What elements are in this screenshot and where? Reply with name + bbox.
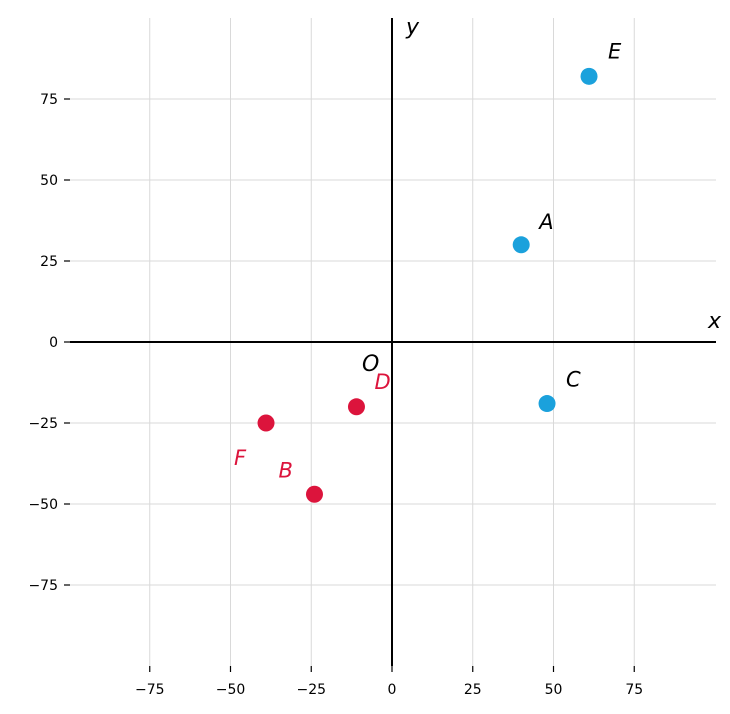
point-label-f: F — [234, 446, 247, 470]
point-label-d: D — [374, 370, 390, 394]
x-tick-label: 0 — [388, 682, 397, 698]
y-axis-name: y — [405, 15, 420, 40]
axes-layer — [70, 18, 716, 666]
y-tick-label: −25 — [28, 416, 58, 432]
point-label-c: C — [566, 368, 581, 392]
point-label-b: B — [278, 458, 292, 482]
y-tick-label: −75 — [28, 578, 58, 594]
point-d — [347, 398, 365, 416]
x-tick-label: −50 — [216, 682, 246, 698]
y-tick-label: 50 — [40, 173, 58, 189]
x-tick-label: 75 — [625, 682, 643, 698]
y-tick-label: 0 — [49, 335, 58, 351]
x-axis-name: x — [707, 309, 722, 334]
point-b — [305, 485, 323, 503]
x-tick-label: −25 — [296, 682, 326, 698]
point-e — [580, 67, 598, 85]
point-label-e: E — [608, 39, 622, 63]
point-a — [512, 236, 530, 254]
x-tick-label: −75 — [135, 682, 165, 698]
y-tick-label: 75 — [40, 92, 58, 108]
x-tick-label: 25 — [464, 682, 482, 698]
point-c — [538, 395, 556, 413]
origin-label: O — [362, 352, 379, 377]
labels-layer: x y O A C E B D F — [234, 15, 722, 482]
point-f — [257, 414, 275, 432]
y-tick-label: 25 — [40, 254, 58, 270]
ticks-layer: −75 −50 −25 0 25 50 75 75 50 25 0 −25 −50 −75 — [28, 92, 643, 698]
y-tick-label: −50 — [28, 497, 58, 513]
point-label-a: A — [537, 210, 553, 234]
x-tick-label: 50 — [545, 682, 563, 698]
points-layer — [257, 67, 598, 503]
